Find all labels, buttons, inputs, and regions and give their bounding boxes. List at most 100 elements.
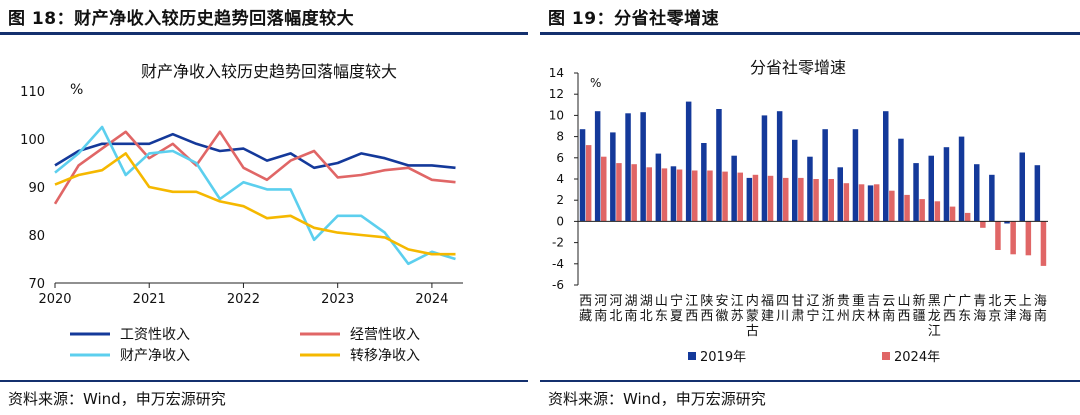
- x-tick-label: 内蒙古: [746, 293, 759, 339]
- x-tick-label: 宁夏: [670, 293, 683, 324]
- y-tick-label: 0: [556, 214, 564, 228]
- x-tick-label: 云南: [882, 294, 895, 324]
- figure-18-panel: 图 18：财产净收入较历史趋势回落幅度较大 财产净收入较历史趋势回落幅度较大% 7…: [0, 0, 528, 415]
- bar: [943, 147, 950, 222]
- y-unit-label: %: [70, 82, 83, 98]
- x-tick-label: 四川: [776, 294, 789, 324]
- bar: [1025, 221, 1032, 256]
- bar: [707, 170, 713, 222]
- series-line: [54, 132, 456, 170]
- bar: [813, 179, 819, 222]
- bar: [928, 155, 934, 222]
- bar: [1019, 152, 1025, 222]
- title-rule: [0, 32, 528, 35]
- chart-title: 分省社零增速: [750, 58, 846, 77]
- x-tick-label: 江西: [685, 294, 698, 324]
- y-tick-label: 8: [556, 130, 564, 144]
- bar: [746, 177, 753, 222]
- bar: [676, 169, 683, 222]
- bar: [646, 167, 652, 222]
- bar: [776, 111, 783, 222]
- y-tick-label: 12: [549, 87, 564, 101]
- bar: [594, 111, 601, 222]
- bar: [995, 221, 1001, 250]
- x-tick-label: 陕西: [700, 294, 713, 324]
- bar: [783, 177, 789, 222]
- y-tick-label: 6: [556, 151, 564, 165]
- title-rule: [540, 32, 1080, 35]
- bar: [731, 155, 737, 222]
- bar: [1010, 221, 1016, 255]
- legend-swatch: [688, 352, 696, 360]
- x-tick-label: 天津: [1004, 294, 1017, 324]
- footer-rule: [0, 380, 528, 382]
- bar: [610, 132, 616, 222]
- y-unit-label: %: [590, 76, 601, 90]
- x-tick-label: 西藏: [579, 294, 592, 324]
- series-line: [54, 152, 456, 256]
- line-chart: 财产净收入较历史趋势回落幅度较大% 70 80 90 100 110 2020 2021 202…: [20, 62, 463, 364]
- legend-label: 2019年: [700, 350, 746, 365]
- bar: [716, 109, 722, 222]
- legend-label: 财产净收入: [120, 348, 190, 364]
- x-tick-label: 河南: [594, 294, 607, 324]
- bar: [904, 194, 910, 222]
- bar: [685, 101, 692, 222]
- x-tick-label: 2024: [415, 292, 448, 307]
- y-tick-label: 14: [549, 66, 564, 80]
- bar: [640, 112, 646, 222]
- bar: [873, 184, 880, 222]
- source-note: 资料来源：Wind，申万宏源研究: [548, 390, 766, 408]
- x-tick-label: 湖南: [625, 294, 638, 324]
- bar: [828, 179, 834, 222]
- x-tick-label: 福建: [761, 294, 774, 324]
- bar: [919, 199, 925, 222]
- x-tick-label: 辽宁: [806, 294, 819, 324]
- y-tick-label: 4: [556, 172, 564, 186]
- bar: [1040, 221, 1047, 266]
- x-tick-label: 2021: [133, 292, 166, 307]
- y-tick-label: -2: [552, 236, 564, 250]
- bar: [631, 164, 637, 222]
- x-tick-label: 北京: [988, 294, 1001, 324]
- x-tick-label: 新疆: [913, 293, 926, 324]
- x-tick-label: 广西: [943, 294, 956, 324]
- bar: [858, 184, 865, 222]
- bar: [1004, 221, 1010, 224]
- bar: [949, 206, 956, 222]
- x-tick-label: 海南: [1034, 294, 1047, 324]
- x-tick-label: 江苏: [731, 294, 744, 324]
- bar: [661, 168, 668, 222]
- chart-title: 财产净收入较历史趋势回落幅度较大: [141, 62, 397, 81]
- y-tick-label: 100: [20, 133, 45, 148]
- bar: [822, 129, 828, 222]
- bar: [601, 156, 607, 222]
- x-tick-label: 浙江: [822, 294, 835, 324]
- x-tick-label: 广东: [958, 294, 971, 324]
- bar: [883, 111, 889, 222]
- legend-swatch: [882, 352, 890, 360]
- x-tick-label: 青海: [973, 294, 986, 324]
- x-tick-label: 安徽: [716, 294, 729, 324]
- series-line: [54, 125, 456, 266]
- bar: [843, 183, 850, 222]
- bar: [670, 166, 677, 222]
- x-tick-label: 山东: [655, 294, 668, 324]
- bar: [616, 163, 622, 222]
- y-tick-label: -6: [552, 278, 564, 292]
- bar: [989, 174, 995, 222]
- bar: [792, 139, 798, 222]
- bar: [585, 145, 592, 222]
- legend-label: 经营性收入: [350, 327, 420, 343]
- x-tick-label: 2022: [227, 292, 260, 307]
- legend-label: 转移净收入: [350, 348, 420, 364]
- x-tick-label: 贵州: [837, 294, 850, 324]
- x-tick-label: 山西: [897, 294, 910, 324]
- bar: [1034, 165, 1041, 222]
- bar: [722, 171, 728, 222]
- bar: [625, 113, 631, 222]
- x-tick-label: 甘肃: [791, 294, 804, 324]
- x-tick-label: 湖北: [640, 294, 653, 324]
- legend-label: 工资性收入: [120, 327, 190, 343]
- bar: [701, 143, 707, 222]
